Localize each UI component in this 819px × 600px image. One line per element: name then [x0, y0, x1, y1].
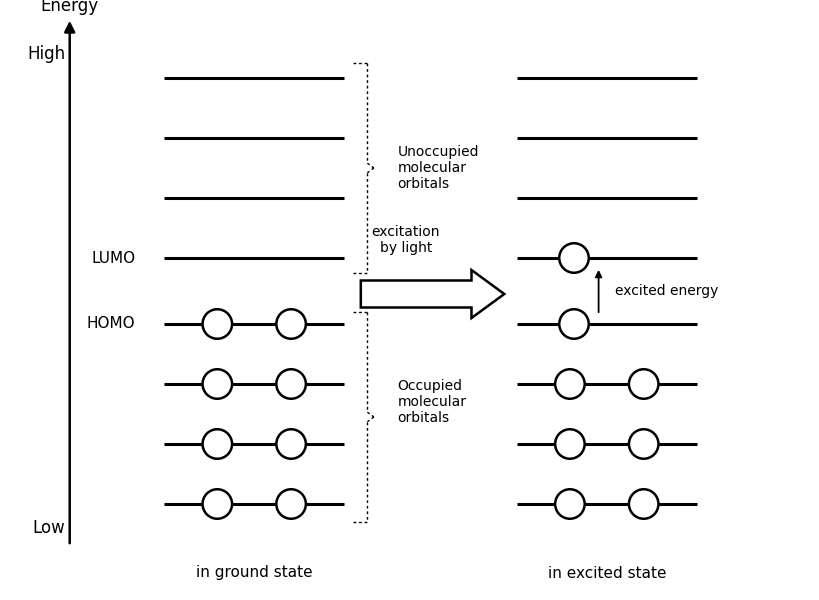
Ellipse shape [628, 489, 658, 519]
Text: excitation
by light: excitation by light [371, 225, 440, 255]
Text: excited energy: excited energy [614, 284, 717, 298]
Ellipse shape [554, 429, 584, 459]
Ellipse shape [202, 309, 232, 339]
Ellipse shape [202, 429, 232, 459]
Ellipse shape [276, 369, 305, 399]
Ellipse shape [202, 489, 232, 519]
Ellipse shape [276, 429, 305, 459]
Ellipse shape [628, 429, 658, 459]
Ellipse shape [559, 243, 588, 273]
Ellipse shape [554, 489, 584, 519]
Text: Unoccupied
molecular
orbitals: Unoccupied molecular orbitals [397, 145, 478, 191]
Ellipse shape [554, 369, 584, 399]
Text: High: High [28, 45, 66, 63]
Ellipse shape [628, 369, 658, 399]
Ellipse shape [202, 369, 232, 399]
FancyArrow shape [360, 270, 504, 318]
Text: LUMO: LUMO [91, 251, 135, 265]
Text: in excited state: in excited state [547, 565, 665, 581]
Ellipse shape [276, 309, 305, 339]
Text: HOMO: HOMO [87, 317, 135, 331]
Text: Energy: Energy [41, 0, 98, 15]
Text: Occupied
molecular
orbitals: Occupied molecular orbitals [397, 379, 466, 425]
Ellipse shape [276, 489, 305, 519]
Ellipse shape [559, 309, 588, 339]
Text: in ground state: in ground state [196, 565, 312, 581]
Text: Low: Low [33, 519, 66, 537]
